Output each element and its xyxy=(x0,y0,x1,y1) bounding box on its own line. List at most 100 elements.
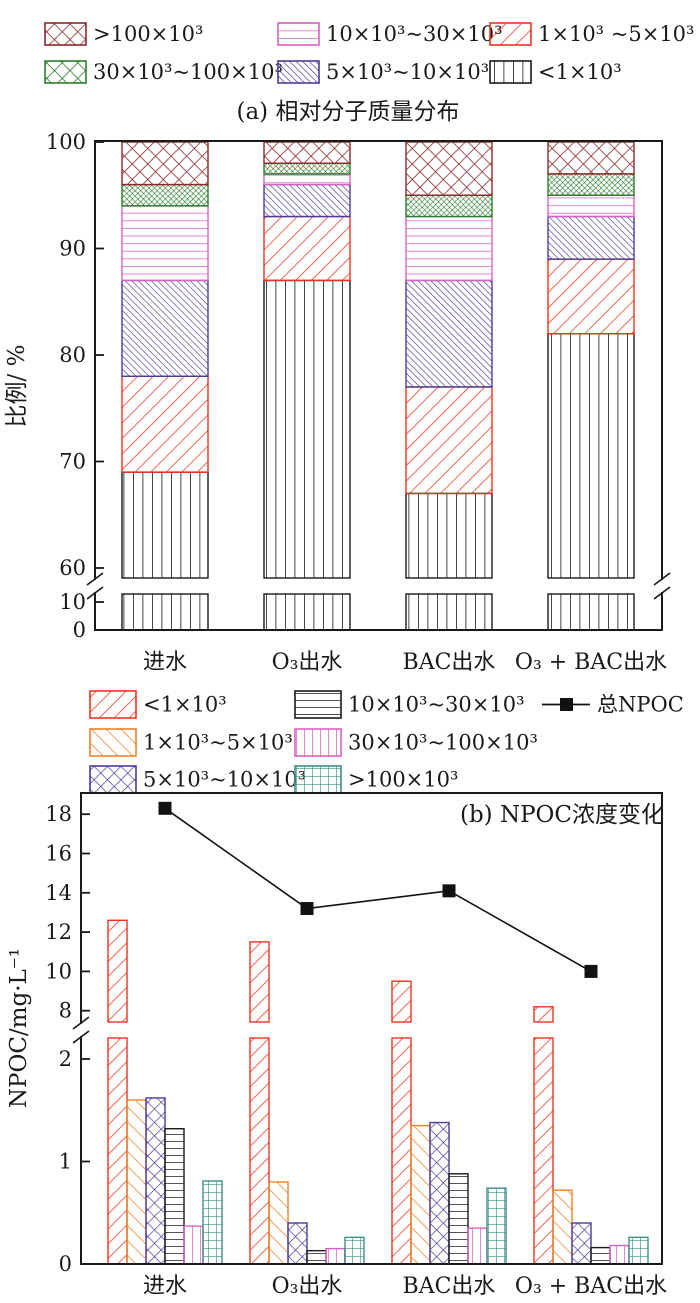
legend-marker-square xyxy=(560,698,573,711)
bar xyxy=(533,1037,554,1265)
bar xyxy=(202,1180,223,1265)
bar-segment xyxy=(121,183,209,207)
legend-swatch xyxy=(44,22,87,46)
bar-segment xyxy=(121,141,209,186)
bar-segment xyxy=(263,183,351,218)
bar-segment xyxy=(263,593,351,631)
panel-a-legend: >100×10³ 10×10³~30×10³ 1×10³ ~5×10³ 30×10³~… xyxy=(44,22,694,84)
axis-break-gap xyxy=(660,580,664,592)
y-tick-label: 60 xyxy=(59,556,86,580)
y-tick-label: 90 xyxy=(59,237,86,261)
legend-label: 10×10³~30×10³ xyxy=(348,693,525,717)
bar-segment xyxy=(405,593,493,631)
legend-label: >100×10³ xyxy=(93,22,203,46)
panel-b-category-labels: 进水 O₃出水 BAC出水 O₃ + BAC出水 xyxy=(143,1274,667,1299)
panel-a-title: (a) 相对分子质量分布 xyxy=(237,99,460,125)
bar-segment xyxy=(405,215,493,282)
y-tick-label: 14 xyxy=(45,881,72,905)
category-label: 进水 xyxy=(143,650,187,675)
npoc-marker-square xyxy=(300,902,314,916)
bar-segment xyxy=(263,173,351,186)
axis-break-gap xyxy=(79,1024,83,1036)
axis-break-slash xyxy=(653,572,671,586)
bar-segment xyxy=(263,215,351,282)
axis-break-slash xyxy=(86,586,104,600)
bar xyxy=(183,1225,204,1265)
npoc-marker-square xyxy=(584,964,598,978)
category-label: O₃ + BAC出水 xyxy=(515,650,667,675)
axis-break-slash xyxy=(653,586,671,600)
bar-segment xyxy=(547,141,635,175)
category-label: BAC出水 xyxy=(403,650,496,675)
y-tick-label: 16 xyxy=(45,842,72,866)
category-label: O₃出水 xyxy=(272,650,343,675)
y-tick-label: 0 xyxy=(59,1252,72,1276)
bar-segment xyxy=(263,141,351,164)
panel-a-ylabel: 比例/ % xyxy=(4,345,30,428)
legend-swatch xyxy=(489,60,532,84)
bar xyxy=(306,1249,327,1265)
y-tick-label: 100 xyxy=(46,130,86,154)
y-tick-label: 80 xyxy=(59,343,86,367)
bar xyxy=(429,1121,450,1265)
legend-label: >100×10³ xyxy=(348,768,458,792)
bar xyxy=(486,1187,507,1265)
bar xyxy=(249,941,270,1023)
legend-swatch xyxy=(89,765,137,794)
bar xyxy=(107,919,128,1023)
bar xyxy=(410,1124,431,1265)
legend-swatch xyxy=(44,60,87,84)
bar-segment xyxy=(121,375,209,473)
bar-segment xyxy=(547,194,635,218)
bar-segment xyxy=(263,279,351,579)
y-tick-label: 0 xyxy=(73,618,86,642)
bar xyxy=(609,1244,630,1265)
bar-segment xyxy=(547,258,635,335)
category-label: O₃出水 xyxy=(272,1274,343,1299)
bar-segment xyxy=(121,593,209,631)
axis-break-gap xyxy=(93,580,97,592)
bar-segment xyxy=(547,593,635,631)
bar xyxy=(164,1127,185,1265)
npoc-marker-square xyxy=(158,801,172,815)
bar xyxy=(628,1236,649,1265)
category-label: BAC出水 xyxy=(403,1274,496,1299)
npoc-line xyxy=(164,807,592,973)
bar xyxy=(287,1222,308,1265)
bar-segment xyxy=(547,215,635,260)
legend-label: 10×10³~30×10³ xyxy=(326,22,503,46)
legend-swatch xyxy=(294,690,342,719)
bar xyxy=(571,1222,592,1265)
bar-segment xyxy=(405,386,493,495)
panel-a-plot: 60 70 80 90 100 0 10 xyxy=(46,130,671,642)
axis-break-slash xyxy=(72,1030,90,1044)
legend-label: 5×10³~10×10³ xyxy=(326,60,489,84)
legend-swatch xyxy=(89,690,137,719)
legend-swatch xyxy=(489,22,532,46)
axis-break-slash xyxy=(72,1016,90,1030)
panel-b-legend: <1×10³ 10×10³~30×10³ 总NPOC 1×10³~5×10³ 30×10… xyxy=(89,690,684,794)
legend-label: 1×10³~5×10³ xyxy=(143,731,293,755)
y-tick-label: 18 xyxy=(45,802,72,826)
legend-label: 1×10³ ~5×10³ xyxy=(538,22,694,46)
y-tick-label: 12 xyxy=(45,920,72,944)
bar xyxy=(107,1037,128,1265)
bar xyxy=(448,1173,469,1265)
bar-segment xyxy=(547,333,635,579)
bar xyxy=(552,1189,573,1265)
y-tick-label: 70 xyxy=(59,450,86,474)
legend-swatch xyxy=(294,728,342,757)
bar xyxy=(268,1181,289,1265)
legend-label: <1×10³ xyxy=(143,693,227,717)
legend-swatch xyxy=(277,22,320,46)
legend-label: 总NPOC xyxy=(597,693,684,717)
bar-segment xyxy=(121,205,209,282)
legend-swatch xyxy=(294,765,342,794)
y-tick-label: 10 xyxy=(59,590,86,614)
axis-break-slash xyxy=(86,572,104,586)
panel-b-title: (b) NPOC浓度变化 xyxy=(460,802,664,828)
npoc-marker-square xyxy=(442,884,456,898)
